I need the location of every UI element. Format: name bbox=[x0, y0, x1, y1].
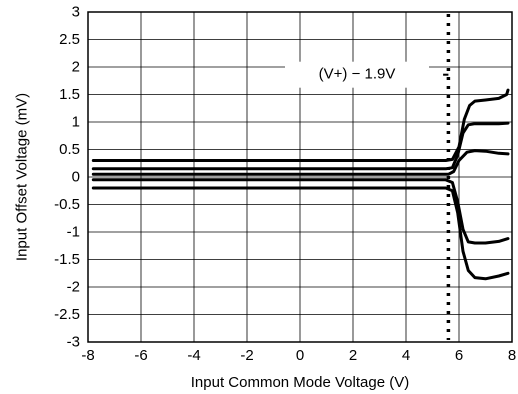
y-tick-label: 0.5 bbox=[59, 141, 80, 158]
annotation-group: (V+) − 1.9V bbox=[285, 61, 449, 88]
series-group bbox=[91, 88, 510, 281]
x-tick-label: -8 bbox=[81, 347, 94, 364]
y-tick-label: -2 bbox=[67, 279, 80, 296]
y-tick-label: -1.5 bbox=[54, 251, 80, 268]
y-tick-label: 0 bbox=[72, 169, 80, 186]
x-tick-label: 8 bbox=[508, 347, 516, 364]
series-line-1 bbox=[91, 88, 510, 162]
series-line-5 bbox=[91, 186, 510, 281]
y-tick-label: 3 bbox=[72, 4, 80, 21]
x-tick-label: -4 bbox=[187, 347, 200, 364]
y-tick-label: 2 bbox=[72, 59, 80, 76]
plot-frame bbox=[87, 11, 513, 343]
y-tick-label: -0.5 bbox=[54, 196, 80, 213]
x-tick-label: 2 bbox=[349, 347, 357, 364]
y-tick-label: 2.5 bbox=[59, 31, 80, 48]
x-tick-label: -6 bbox=[134, 347, 147, 364]
x-tick-label: 4 bbox=[402, 347, 410, 364]
x-tick-label: 6 bbox=[455, 347, 463, 364]
y-tick-label: -2.5 bbox=[54, 306, 80, 323]
series-line-3 bbox=[91, 149, 510, 176]
annotation-label: (V+) − 1.9V bbox=[319, 66, 396, 83]
y-tick-label: 1.5 bbox=[59, 86, 80, 103]
y-tick-label: -1 bbox=[67, 224, 80, 241]
y-tick-label: -3 bbox=[67, 334, 80, 351]
tick-labels: -8 -6 -4 -2 0 2 4 6 8 -3 -2.5 -2 -1.5 -1 -0.5 0 0.5 1 1.5 2… bbox=[54, 4, 516, 365]
x-tick-label: -2 bbox=[240, 347, 253, 364]
series-line-4 bbox=[91, 178, 510, 245]
y-tick-label: 1 bbox=[72, 114, 80, 131]
y-axis-label: Input Offset Voltage (mV) bbox=[14, 93, 31, 261]
x-axis-label: Input Common Mode Voltage (V) bbox=[191, 374, 409, 391]
annotation-background bbox=[285, 61, 429, 88]
x-tick-label: 0 bbox=[296, 347, 304, 364]
